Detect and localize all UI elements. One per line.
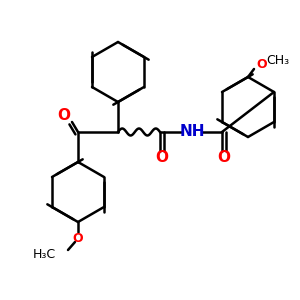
Text: O: O	[155, 151, 168, 166]
Text: O: O	[58, 107, 70, 122]
Text: O: O	[256, 58, 267, 71]
Text: O: O	[73, 232, 83, 244]
Text: O: O	[217, 151, 230, 166]
Text: CH₃: CH₃	[266, 55, 289, 68]
Text: H₃C: H₃C	[33, 248, 56, 262]
Text: NH: NH	[179, 124, 205, 140]
